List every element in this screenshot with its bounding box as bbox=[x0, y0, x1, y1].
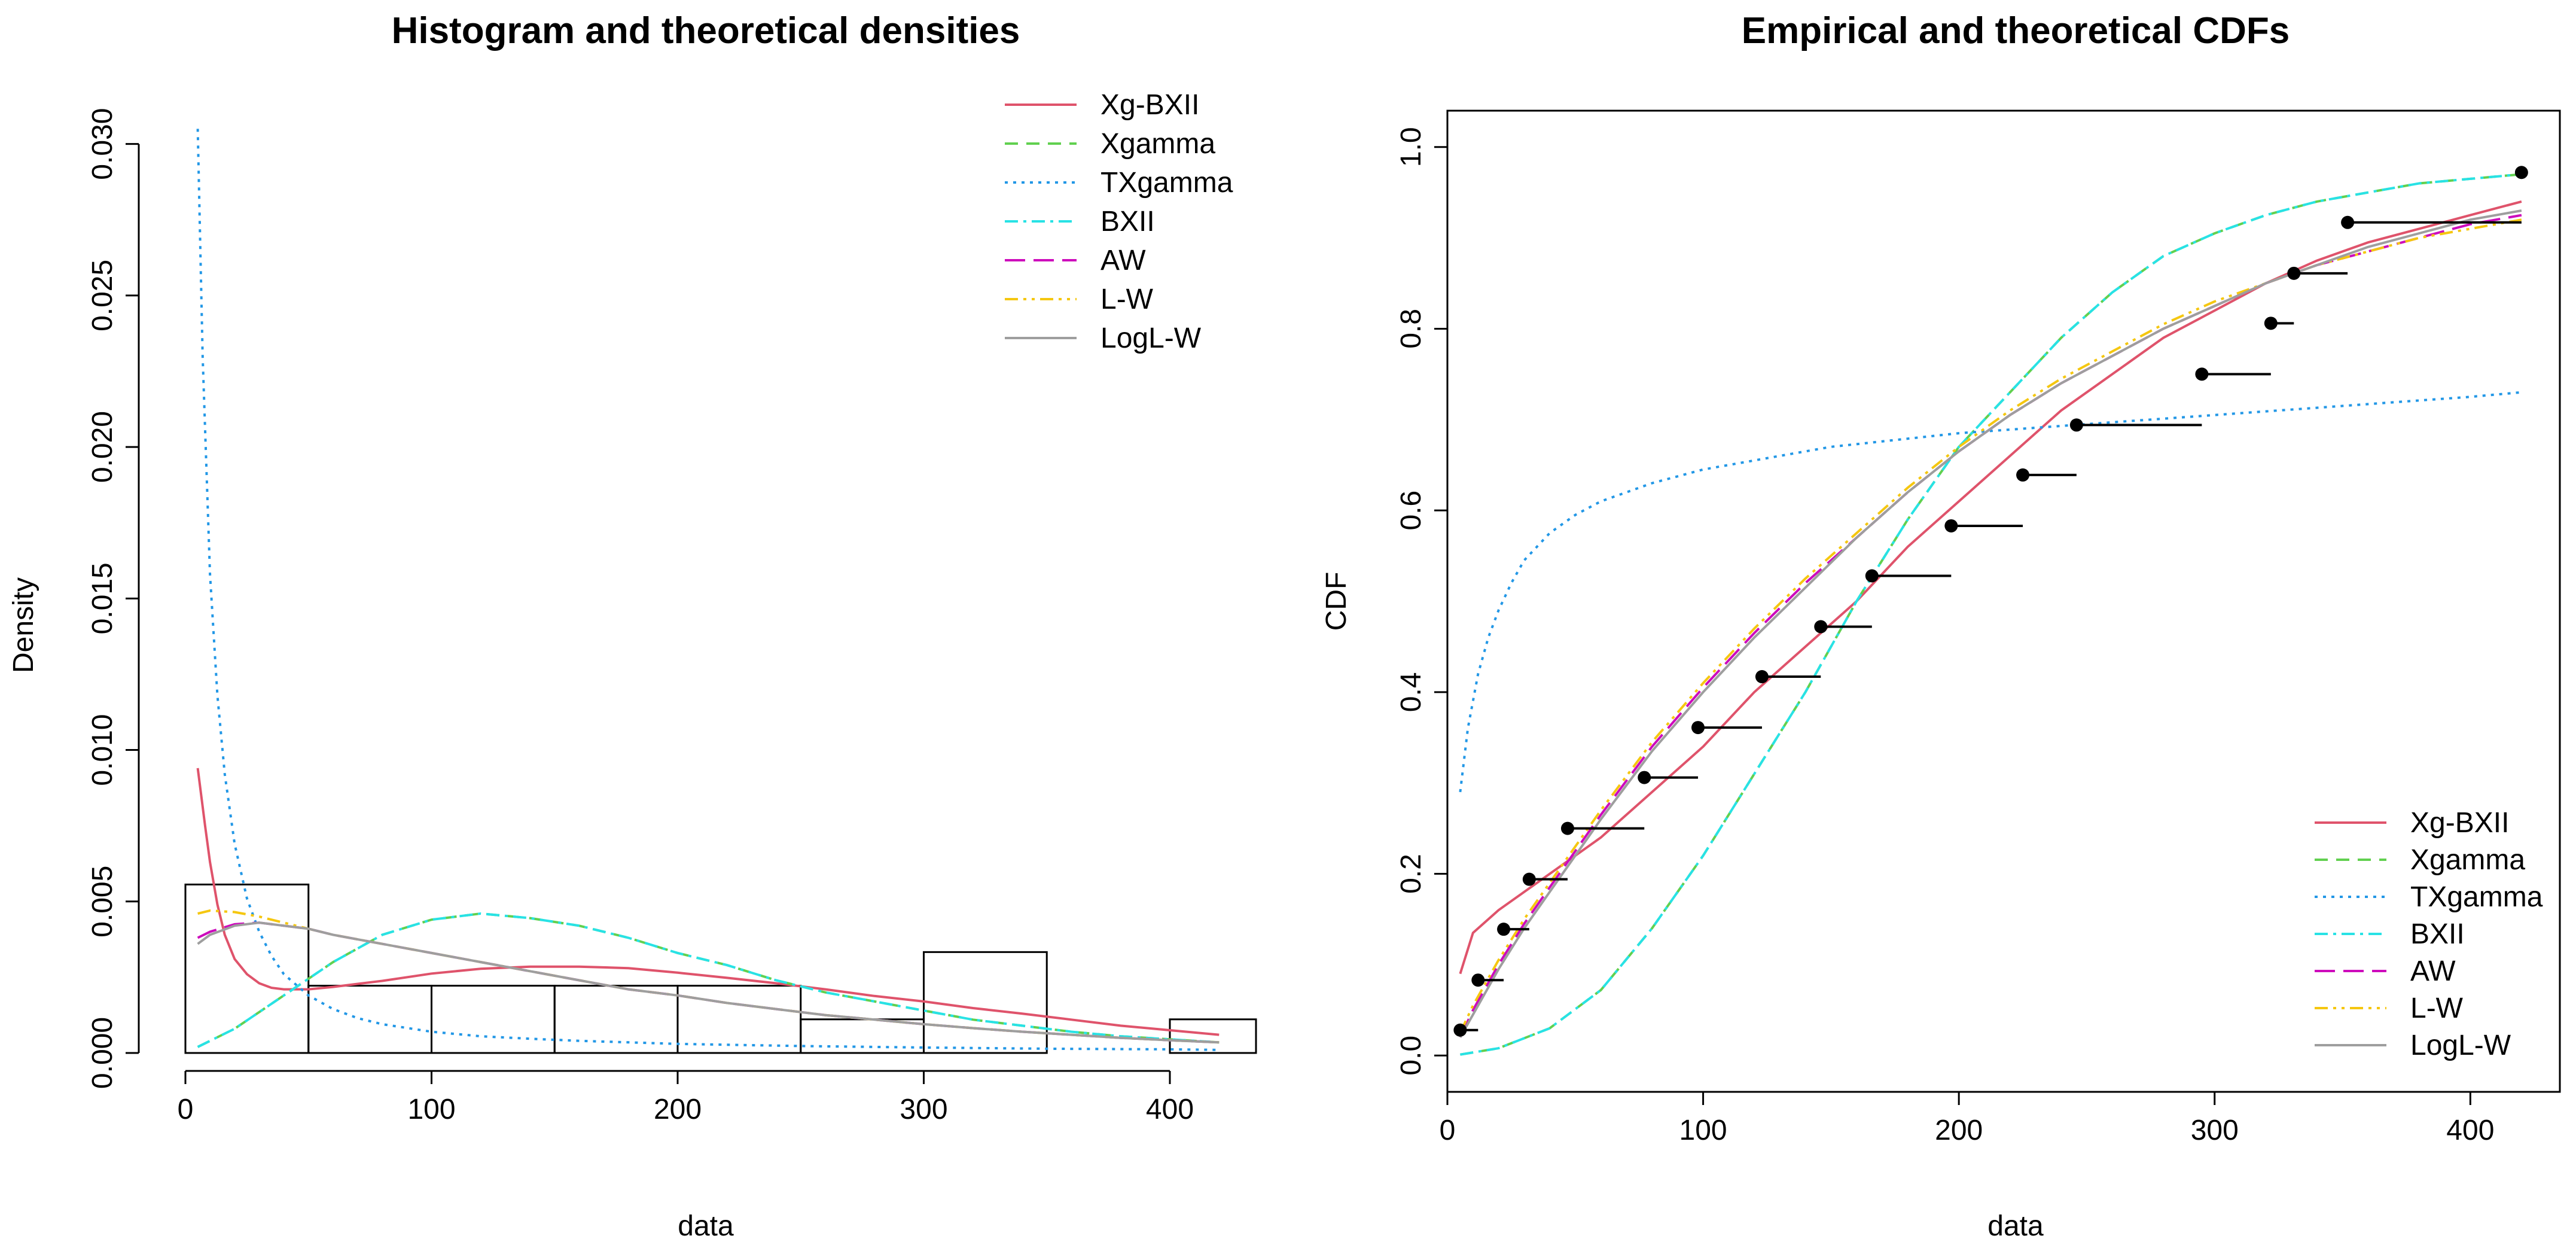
cdf-y-tick-label: 0.6 bbox=[1395, 491, 1427, 531]
ecdf-point bbox=[1865, 569, 1879, 583]
cdf-y-tick-label: 1.0 bbox=[1395, 127, 1427, 167]
density-x-tick-label: 400 bbox=[1146, 1094, 1194, 1125]
cdf-y-tick-label: 0.8 bbox=[1395, 309, 1427, 349]
cdf-legend-label: LogL-W bbox=[2410, 1030, 2511, 1061]
cdf-x-tick-label: 300 bbox=[2191, 1115, 2239, 1146]
cdf-curve-xgamma bbox=[1460, 173, 2522, 1056]
ecdf-point bbox=[1638, 771, 1651, 784]
cdf-panel: Empirical and theoretical CDFs 0 100 200 30… bbox=[1321, 10, 2561, 1242]
cdf-x-axis-label: data bbox=[1987, 1210, 2044, 1242]
density-y-axis-label: Density bbox=[8, 577, 39, 673]
density-curve-txgamma bbox=[196, 129, 1220, 1051]
ecdf-point bbox=[2069, 418, 2083, 432]
density-curve-xg-bxii bbox=[196, 768, 1220, 1036]
cdf-curve-txgamma bbox=[1459, 391, 2522, 793]
ecdf-point bbox=[1453, 1023, 1467, 1037]
cdf-x-tick-label: 100 bbox=[1679, 1115, 1727, 1146]
cdf-y-tick-label: 0.4 bbox=[1395, 672, 1427, 712]
cdf-chart-title: Empirical and theoretical CDFs bbox=[1742, 10, 2290, 51]
density-x-tick-label: 0 bbox=[178, 1094, 194, 1125]
density-y-tick-label: 0.010 bbox=[87, 714, 118, 786]
ecdf-point bbox=[1814, 620, 1828, 634]
histogram-bar bbox=[553, 985, 679, 1054]
cdf-y-tick-label: 0.0 bbox=[1395, 1036, 1427, 1076]
density-y-tick-label: 0.000 bbox=[87, 1017, 118, 1089]
density-legend-label: Xgamma bbox=[1100, 128, 1215, 160]
cdf-legend-label: TXgamma bbox=[2410, 881, 2543, 913]
density-x-tick-label: 100 bbox=[407, 1094, 455, 1125]
cdf-curve-bxii bbox=[1460, 173, 2522, 1056]
histogram-bar bbox=[676, 985, 802, 1054]
density-y-tick-label: 0.005 bbox=[87, 866, 118, 938]
density-x-tick-label: 200 bbox=[654, 1094, 702, 1125]
cdf-x-tick-label: 400 bbox=[2446, 1115, 2494, 1146]
density-legend: Xg-BXII Xgamma TXgamma BXII AW L-W LogL-W bbox=[1005, 89, 1233, 354]
cdf-legend: Xg-BXII Xgamma TXgamma BXII AW L-W LogL-W bbox=[2315, 807, 2543, 1061]
cdf-legend-label: AW bbox=[2410, 955, 2456, 987]
empirical-cdf bbox=[1453, 166, 2528, 1037]
density-legend-label: L-W bbox=[1100, 284, 1154, 315]
ecdf-point bbox=[2287, 266, 2301, 280]
histogram-bar bbox=[430, 985, 556, 1054]
cdf-curve-aw bbox=[1459, 214, 2522, 1038]
histogram-bar bbox=[184, 883, 310, 1054]
density-axes: 0 100 200 300 400 0.000 0.005 0.010 0.015 0.020 0.… bbox=[87, 108, 1194, 1125]
ecdf-point bbox=[2195, 367, 2209, 381]
ecdf-point bbox=[1755, 670, 1769, 684]
ecdf-point bbox=[2341, 215, 2355, 229]
density-curve-logl-w bbox=[197, 921, 1220, 1044]
cdf-curve-logl-w bbox=[1459, 209, 2522, 1038]
cdf-legend-label: BXII bbox=[2410, 918, 2465, 950]
ecdf-point bbox=[1691, 721, 1705, 735]
density-panel: Histogram and theoretical densities 0 100… bbox=[8, 10, 1257, 1242]
density-curve-bxii bbox=[197, 912, 1220, 1048]
ecdf-point bbox=[1471, 973, 1485, 987]
cdf-legend-label: Xg-BXII bbox=[2410, 807, 2509, 839]
density-legend-label: BXII bbox=[1100, 206, 1155, 238]
density-chart-title: Histogram and theoretical densities bbox=[392, 10, 1020, 51]
ecdf-point bbox=[1522, 872, 1536, 886]
cdf-curve-l-w bbox=[1459, 218, 2522, 1034]
density-y-tick-label: 0.030 bbox=[87, 108, 118, 180]
cdf-legend-label: Xgamma bbox=[2410, 844, 2525, 876]
histogram-bars bbox=[184, 883, 1257, 1054]
histogram-bar bbox=[1169, 1018, 1257, 1054]
cdf-axes: 0 100 200 300 400 0.0 0.2 0.4 0.6 0.8 1.0 bbox=[1395, 127, 2494, 1146]
cdf-x-tick-label: 0 bbox=[1440, 1115, 1456, 1146]
cdf-plot-box bbox=[1446, 109, 2561, 1093]
cdf-x-tick-label: 200 bbox=[1935, 1115, 1983, 1146]
cdf-legend-label: L-W bbox=[2410, 993, 2464, 1024]
density-legend-label: AW bbox=[1100, 245, 1146, 276]
density-x-axis-label: data bbox=[678, 1210, 734, 1242]
cdf-y-tick-label: 0.2 bbox=[1395, 854, 1427, 894]
density-x-tick-label: 300 bbox=[900, 1094, 947, 1125]
histogram-bar bbox=[922, 951, 1048, 1054]
ecdf-point bbox=[2016, 468, 2030, 482]
density-legend-label: LogL-W bbox=[1100, 322, 1202, 354]
density-curve-xgamma bbox=[197, 912, 1220, 1048]
cdf-curves bbox=[1459, 173, 2522, 1056]
density-legend-label: TXgamma bbox=[1100, 167, 1233, 199]
density-y-tick-label: 0.025 bbox=[87, 260, 118, 331]
density-curves bbox=[196, 129, 1220, 1051]
ecdf-point bbox=[1944, 519, 1958, 532]
cdf-curve-xg-bxii bbox=[1459, 200, 2522, 975]
ecdf-point bbox=[2514, 166, 2528, 179]
density-curve-aw bbox=[197, 921, 1220, 1044]
density-y-tick-label: 0.020 bbox=[87, 411, 118, 483]
cdf-y-axis-label: CDF bbox=[1321, 572, 1352, 631]
histogram-bar bbox=[307, 985, 432, 1054]
density-legend-label: Xg-BXII bbox=[1100, 89, 1199, 121]
ecdf-point bbox=[2264, 316, 2278, 330]
ecdf-point bbox=[1560, 821, 1574, 835]
density-y-tick-label: 0.015 bbox=[87, 562, 118, 634]
ecdf-point bbox=[1497, 923, 1511, 936]
